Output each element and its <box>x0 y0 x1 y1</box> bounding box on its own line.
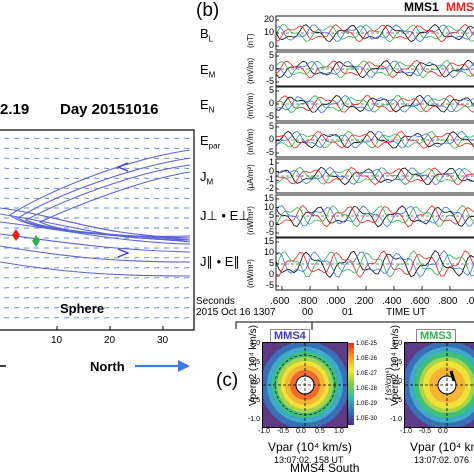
mms3-x-tick: 0.0 <box>438 428 448 435</box>
mms3-timestamp: 13:07:02. 076 <box>414 455 469 465</box>
mms3-x-tick: -0.5 <box>419 428 431 435</box>
mms4-x-tick: 0.5 <box>315 428 325 435</box>
mms4-title: MMS4 <box>270 329 310 343</box>
mms3-y-tick: 0.0 <box>386 378 402 385</box>
panel-c-caption: MMS4 South <box>290 462 359 474</box>
mms4-y-tick: -1.0 <box>244 416 260 423</box>
colorbar-tick: 1.0E-26 <box>356 356 377 362</box>
colorbar-tick: 1.0E-28 <box>356 386 377 392</box>
colorbar-tick: 1.0E-30 <box>356 416 377 422</box>
mms4-vdf-plot <box>262 342 348 428</box>
colorbar-tick: 1.0E-27 <box>356 371 377 377</box>
mms4-y-tick: -0.5 <box>244 397 260 404</box>
mms3-vdf-plot <box>404 342 474 428</box>
colorbar-tick: 1.0E-29 <box>356 401 377 407</box>
mms4-y-tick: 0.5 <box>244 359 260 366</box>
colorbar-tick: 1.0E-25 <box>356 341 377 347</box>
mms4-colorbar <box>348 343 354 425</box>
mms3-x-tick: -1.0 <box>400 428 412 435</box>
mms4-y-tick: 1.0 <box>244 340 260 347</box>
mms3-y-tick: -0.5 <box>386 397 402 404</box>
mms3-y-tick: 1.0 <box>386 340 402 347</box>
mms4-x-tick: 0.0 <box>296 428 306 435</box>
mms4-x-tick: -1.0 <box>258 428 270 435</box>
mms3-y-tick: 0.5 <box>386 359 402 366</box>
mms4-y-tick: 0.0 <box>244 378 260 385</box>
mms3-y-tick: -1.0 <box>386 416 402 423</box>
mms4-xlabel: Vpar (10⁴ km/s) <box>268 440 352 454</box>
mms3-xlabel: Vpar (10⁴ km/s) <box>410 440 474 454</box>
mms3-title: MMS3 <box>416 329 456 343</box>
panel-c-label: (c) <box>216 370 238 392</box>
mms4-x-tick: -0.5 <box>277 428 289 435</box>
mms4-x-tick: 1.0 <box>334 428 344 435</box>
